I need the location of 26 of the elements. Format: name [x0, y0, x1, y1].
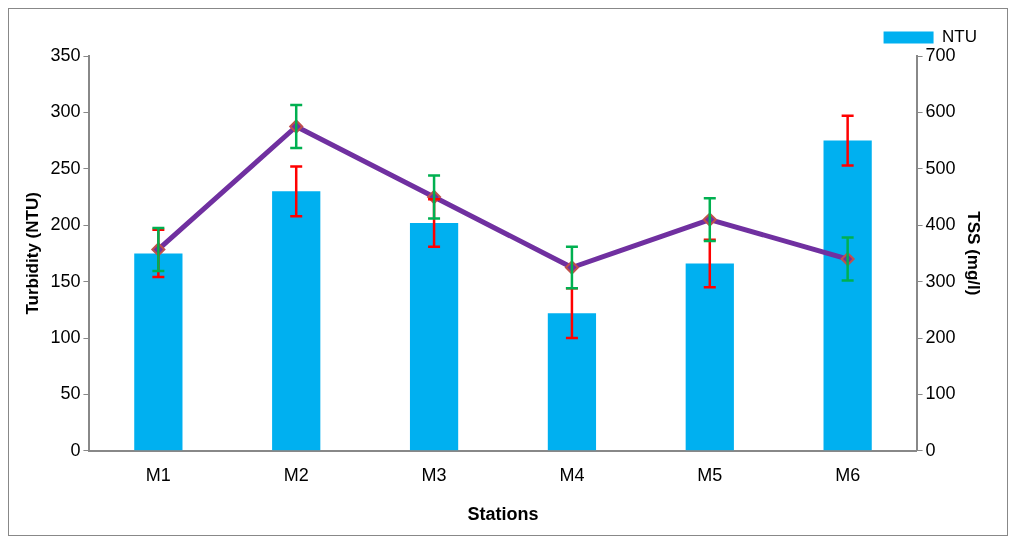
legend-label: NTU — [942, 27, 978, 47]
x-tick-label: M6 — [835, 464, 861, 485]
y2-tick-label: 0 — [925, 439, 936, 460]
x-tick-label: M5 — [697, 464, 723, 485]
x-tick-label: M1 — [145, 464, 171, 485]
y2-tick-label: 500 — [925, 157, 956, 178]
y2-tick-label: 700 — [925, 44, 956, 65]
y-tick-label: 250 — [50, 157, 81, 178]
x-tick-label: M2 — [283, 464, 309, 485]
y2-tick-label: 200 — [925, 326, 956, 347]
y2-tick-label: 600 — [925, 101, 956, 122]
y-tick-label: 150 — [50, 270, 81, 291]
y-axis-title: Turbidity (NTU) — [22, 192, 42, 315]
y-tick-label: 0 — [70, 439, 81, 460]
y2-tick-label: 300 — [925, 270, 956, 291]
y-tick-label: 300 — [50, 101, 81, 122]
y-tick-label: 200 — [50, 214, 81, 235]
y-tick-label: 100 — [50, 326, 81, 347]
y2-axis-title: TSS (mg/l) — [964, 211, 984, 296]
y2-tick-label: 400 — [925, 214, 956, 235]
y-tick-label: 350 — [50, 44, 81, 65]
x-tick-label: M3 — [421, 464, 447, 485]
x-axis-title: Stations — [467, 504, 539, 525]
y-tick-label: 50 — [60, 383, 81, 404]
x-tick-label: M4 — [559, 464, 585, 485]
y2-tick-label: 100 — [925, 383, 956, 404]
